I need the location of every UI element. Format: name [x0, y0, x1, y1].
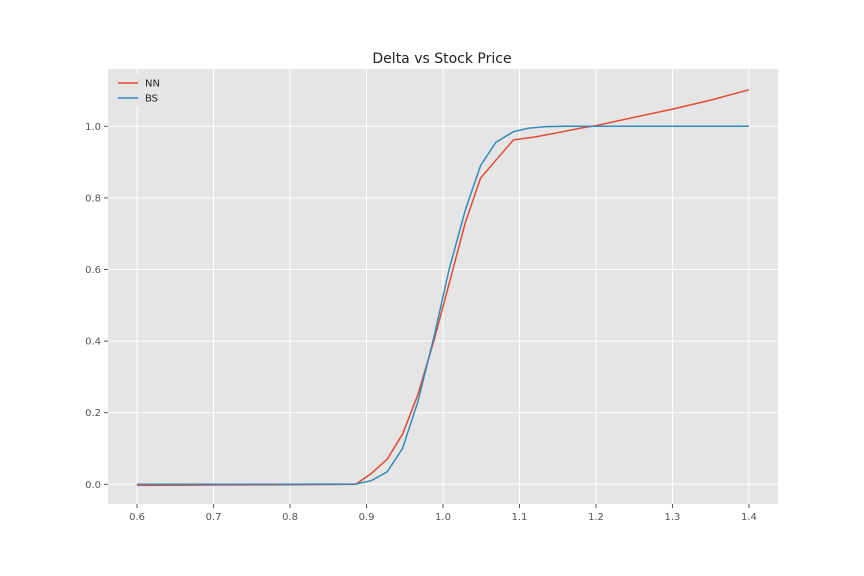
y-tick-label: 0.8 [85, 193, 101, 204]
tick-labels: 0.6 0.7 0.8 0.9 1.0 1.1 1.2 1.3 1.4 0.0 0.2 0.4 0.6 0… [85, 122, 757, 523]
y-tick-label: 1.0 [85, 122, 101, 133]
x-tick-label: 1.0 [435, 512, 451, 523]
y-tick-label: 0.4 [85, 337, 101, 348]
grid [108, 69, 778, 504]
legend-label-nn: NN [145, 79, 160, 90]
y-tick-label: 0.6 [85, 265, 101, 276]
legend-label-bs: BS [145, 94, 158, 105]
x-tick-label: 0.6 [129, 512, 145, 523]
x-tick-label: 1.4 [741, 512, 757, 523]
y-tick-label: 0.0 [85, 480, 101, 491]
x-tick-label: 0.9 [359, 512, 375, 523]
x-tick-label: 1.2 [588, 512, 604, 523]
x-tick-label: 0.7 [206, 512, 222, 523]
series-lines [137, 89, 750, 487]
x-tick-label: 1.1 [512, 512, 528, 523]
series-line-bs [137, 125, 749, 486]
series-line-nn [137, 89, 750, 487]
legend: NN BS [113, 74, 163, 106]
y-tick-label: 0.2 [85, 408, 101, 419]
x-tick-label: 0.8 [282, 512, 298, 523]
x-tick-label: 1.3 [664, 512, 680, 523]
chart-title: Delta vs Stock Price [372, 51, 511, 67]
